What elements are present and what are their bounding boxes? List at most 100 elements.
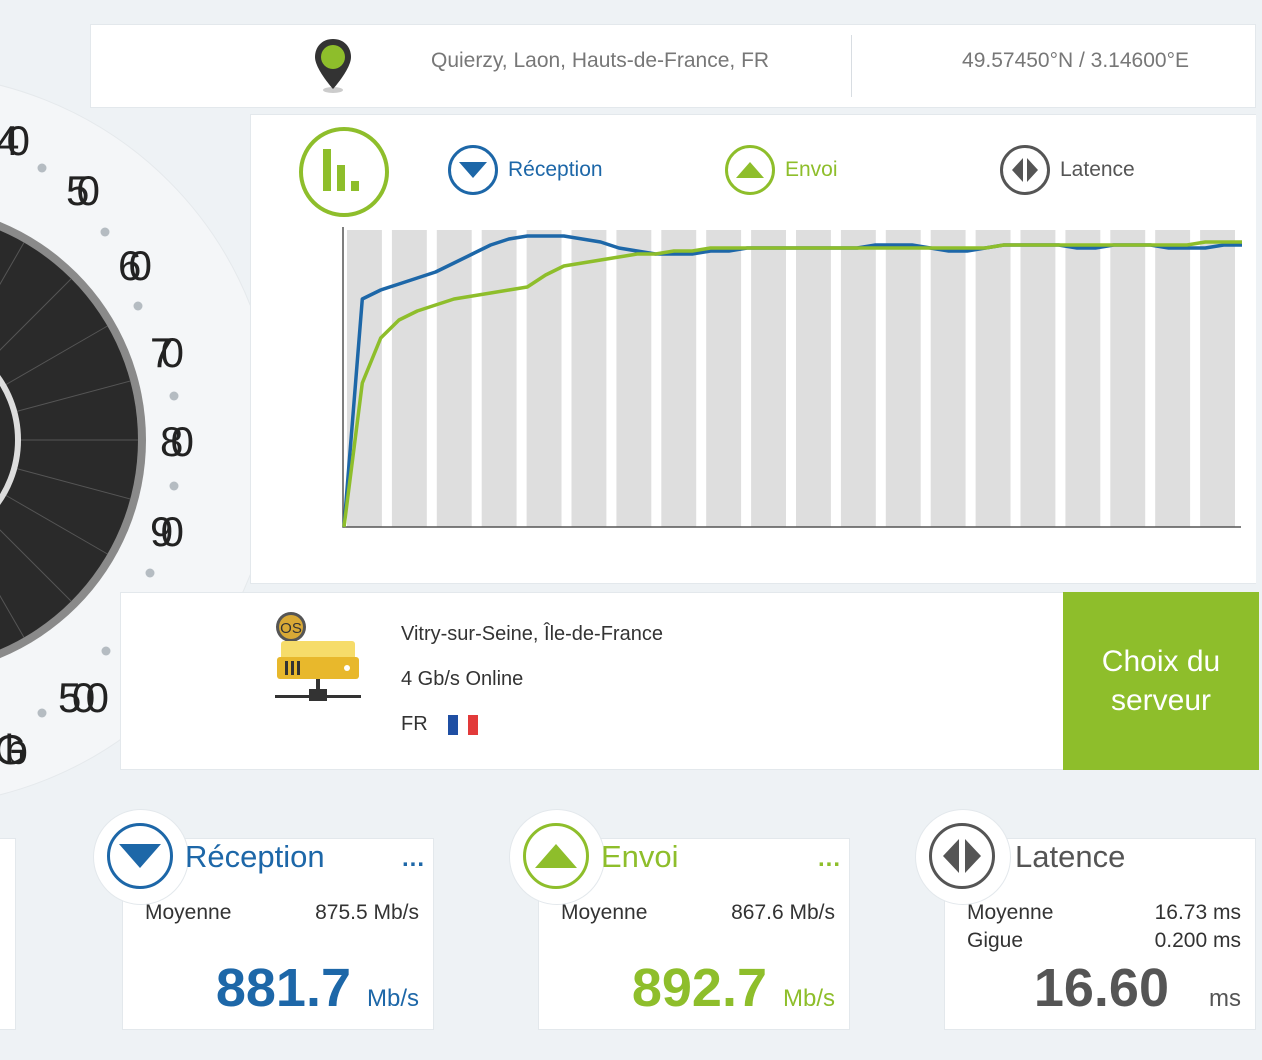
gauge-tick-label: Gb: [0, 726, 28, 773]
chart-axis: [342, 227, 1241, 528]
gauge-tick-dot: [101, 646, 111, 656]
latence-average-label: Moyenne: [967, 901, 1054, 924]
gauge-tick-label: 90: [150, 508, 184, 555]
location-coordinates: 49.57450°N / 3.14600°E: [962, 49, 1189, 72]
envoi-series-line: [342, 240, 1242, 528]
chart-bar: [930, 230, 966, 527]
gauge-tick-dot: [133, 301, 143, 311]
download-arrow-icon: [448, 145, 498, 195]
svg-text:OS: OS: [280, 620, 302, 637]
latence-average-row: Moyenne 16.73 ms: [967, 901, 1241, 925]
upload-arrow-icon: [725, 145, 775, 195]
server-country-code: FR: [401, 713, 428, 735]
latence-title: Latence: [1015, 839, 1126, 874]
legend-latence-label: Latence: [1060, 158, 1135, 181]
stat-card-latence: Latence Moyenne 16.73 ms Gigue 0.200 ms …: [915, 809, 1256, 1030]
latence-value: 16.60: [1033, 958, 1169, 1018]
envoi-badge: [509, 809, 605, 905]
gauge-tick-dot: [37, 708, 47, 718]
stat-card-reception: Réception ... Moyenne 875.5 Mb/s 881.7 M…: [93, 809, 434, 1030]
envoi-value: 892.7: [631, 958, 767, 1018]
download-arrow-icon: [107, 823, 173, 889]
gauge-tick-dot: [169, 481, 179, 491]
legend-reception[interactable]: Réception: [448, 145, 603, 195]
envoi-more-button[interactable]: ...: [817, 845, 841, 872]
chart-bar: [481, 230, 517, 527]
gauge-tick-dot: [100, 227, 110, 237]
latence-result: 16.60 ms: [1034, 957, 1241, 1019]
legend-envoi-label: Envoi: [785, 158, 838, 181]
chart-bar: [436, 230, 472, 527]
legend-reception-label: Réception: [508, 158, 603, 181]
latence-jitter-label: Gigue: [967, 929, 1024, 952]
latence-average-value: 16.73 ms: [1154, 901, 1241, 924]
latence-jitter-row: Gigue 0.200 ms: [967, 929, 1241, 953]
gauge-tick-label: 40: [0, 117, 30, 164]
location-name: Quierzy, Laon, Hauts-de-France, FR: [431, 49, 770, 72]
gauge-tick-dot: [37, 163, 47, 173]
reception-average-value: 875.5 Mb/s: [315, 901, 419, 924]
speed-gauge: 405060708090100500Gb: [0, 84, 277, 796]
reception-badge: [93, 809, 189, 905]
latency-icon: [1000, 145, 1050, 195]
envoi-average-value: 867.6 Mb/s: [731, 901, 835, 924]
stat-card-envoi: Envoi ... Moyenne 867.6 Mb/s 892.7 Mb/s: [509, 809, 850, 1030]
france-flag-icon: [447, 714, 478, 735]
latence-unit: ms: [1209, 985, 1241, 1012]
gauge-spoke: [0, 594, 25, 638]
legend-latence[interactable]: Latence: [1000, 145, 1135, 195]
server-country: FR: [401, 713, 478, 736]
chart-bar: [975, 230, 1011, 527]
bar-chart-icon[interactable]: [299, 127, 389, 217]
envoi-average-row: Moyenne 867.6 Mb/s: [561, 901, 835, 925]
chart-bar: [840, 230, 876, 527]
chart-panel: Réception Envoi Latence: [250, 114, 1256, 584]
legend-envoi[interactable]: Envoi: [725, 145, 838, 195]
chart-bar: [1200, 230, 1235, 527]
latency-icon: [929, 823, 995, 889]
gauge-tick-label: 60: [118, 242, 152, 289]
reception-unit: Mb/s: [366, 985, 419, 1012]
gauge-spoke: [0, 529, 72, 602]
reception-more-button[interactable]: ...: [401, 845, 425, 872]
chart-bar: [616, 230, 652, 527]
chart-bar: [885, 230, 921, 527]
server-city: Vitry-sur-Seine, Île-de-France: [401, 623, 663, 645]
gauge-spoke: [5, 494, 108, 555]
chart-bar: [1110, 230, 1146, 527]
reception-result: 881.7 Mb/s: [216, 957, 419, 1019]
gauge-tick-label: 70: [150, 329, 184, 376]
chart-bar: [1155, 230, 1191, 527]
location-bar: Quierzy, Laon, Hauts-de-France, FR 49.57…: [90, 24, 1256, 108]
stat-card-partial: [0, 838, 16, 1030]
latence-jitter-value: 0.200 ms: [1154, 929, 1241, 952]
chart-bar: [751, 230, 786, 527]
speed-chart: [342, 227, 1242, 528]
divider: [851, 35, 852, 97]
choose-server-label-line1: Choix du: [1101, 645, 1221, 678]
chart-bar: [706, 230, 742, 527]
map-pin-icon: [315, 39, 351, 93]
envoi-title: Envoi: [601, 839, 679, 874]
chart-bar: [796, 230, 831, 527]
choose-server-label-line2: serveur: [1110, 684, 1212, 717]
gauge-spoke: [0, 278, 72, 351]
chart-bar: [391, 230, 427, 527]
gauge-tick-label: 500: [58, 674, 109, 721]
choose-server-button[interactable]: Choix du serveur: [1063, 592, 1259, 770]
chart-bar: [661, 230, 697, 527]
reception-average-row: Moyenne 875.5 Mb/s: [145, 901, 419, 925]
latence-badge: [915, 809, 1011, 905]
envoi-unit: Mb/s: [782, 985, 835, 1012]
chart-bar: [1065, 230, 1101, 527]
server-speed: 4 Gb/s Online: [401, 668, 524, 690]
reception-value: 881.7: [215, 958, 351, 1018]
gauge-spoke: [0, 242, 25, 286]
reception-series-line: [342, 234, 1242, 528]
server-icon: OS: [275, 612, 361, 701]
gauge-spoke: [16, 467, 131, 500]
chart-bar: [526, 230, 562, 527]
envoi-average-label: Moyenne: [561, 901, 648, 924]
reception-title: Réception: [185, 839, 325, 874]
chart-bar: [1020, 230, 1056, 527]
